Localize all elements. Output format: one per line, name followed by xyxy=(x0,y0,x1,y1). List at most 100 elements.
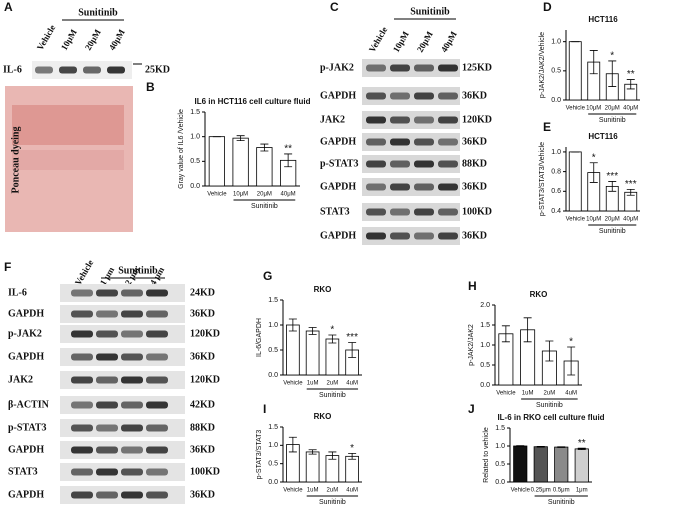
chart-title: RKO xyxy=(530,290,548,299)
band xyxy=(146,310,168,318)
band xyxy=(390,232,410,240)
band xyxy=(71,330,93,338)
y-tick-label: 1.5 xyxy=(268,424,278,431)
y-tick-label: 0.0 xyxy=(190,183,200,190)
band xyxy=(71,401,93,409)
error-bar xyxy=(328,334,337,344)
y-tick-label: 1.0 xyxy=(551,39,561,46)
x-tick-label: 2uM xyxy=(544,391,556,397)
blot-strip xyxy=(32,61,132,79)
size-label: 42KD xyxy=(190,399,215,410)
size-label: 100KD xyxy=(190,466,220,477)
band xyxy=(438,232,458,240)
x-tick-label: 1uM xyxy=(307,381,319,387)
row-label: GAPDH xyxy=(8,489,44,500)
band xyxy=(390,183,410,191)
band xyxy=(121,353,143,361)
row-label: STAT3 xyxy=(8,466,38,477)
western-blot: Sunitinib Vehicle 10μM 20μM 40μM IL-6 25KD xyxy=(3,7,170,79)
bar xyxy=(256,147,273,187)
bar xyxy=(345,455,359,483)
band xyxy=(121,376,143,384)
band xyxy=(121,491,143,499)
group-label: Sunitinib xyxy=(319,499,346,506)
band xyxy=(121,330,143,338)
row-label: GAPDH xyxy=(8,308,44,319)
row-label: GAPDH xyxy=(320,181,356,192)
x-tick-label: Vehicle xyxy=(511,488,531,494)
significance: ** xyxy=(627,69,635,80)
bar xyxy=(325,338,340,376)
band xyxy=(146,491,168,499)
size-label: 36KD xyxy=(190,489,215,500)
lane-label: 40μM xyxy=(107,27,127,52)
band xyxy=(121,401,143,409)
band xyxy=(96,491,118,499)
lane-label: Vehicle xyxy=(73,258,95,287)
band xyxy=(107,66,125,74)
band xyxy=(146,353,168,361)
x-tick-label: Vehicle xyxy=(566,106,586,112)
x-tick-label: 10μM xyxy=(586,106,601,112)
size-label: 25KD xyxy=(145,64,170,75)
y-tick-label: 0.5 xyxy=(480,362,490,369)
band xyxy=(96,289,118,297)
blot-strip xyxy=(362,178,460,196)
panel-letter: B xyxy=(146,80,155,94)
row-label: p-JAK2 xyxy=(320,62,354,73)
size-label: 120KD xyxy=(190,328,220,339)
band xyxy=(366,160,386,168)
significance: * xyxy=(610,51,614,62)
bar xyxy=(513,445,528,483)
error-bar xyxy=(523,317,532,343)
row-label: β-ACTIN xyxy=(8,399,50,410)
error-bar xyxy=(348,453,357,460)
band xyxy=(414,232,434,240)
y-tick-label: 0.0 xyxy=(495,479,505,486)
band xyxy=(71,289,93,297)
y-tick-label: 1.0 xyxy=(268,442,278,449)
lane-label: 40μM xyxy=(439,29,459,54)
x-tick-label: 40μM xyxy=(623,217,638,223)
treatment-label: Sunitinib xyxy=(78,7,118,18)
band xyxy=(71,424,93,432)
panel-letter: A xyxy=(4,0,13,14)
size-label: 120KD xyxy=(462,114,492,125)
treatment-label: Sunitinib xyxy=(410,6,450,17)
x-tick-label: 1uM xyxy=(307,488,319,494)
blot-strip xyxy=(362,111,460,129)
y-tick-label: 0.0 xyxy=(268,479,278,486)
band xyxy=(366,208,386,216)
band xyxy=(438,183,458,191)
band xyxy=(366,64,386,72)
lane-label: Vehicle xyxy=(367,25,389,54)
ponceau-gel xyxy=(5,86,133,232)
band xyxy=(438,92,458,100)
y-tick-label: 0.5 xyxy=(268,347,278,354)
band xyxy=(71,491,93,499)
band xyxy=(146,424,168,432)
band xyxy=(83,66,101,74)
error-bar xyxy=(536,445,545,448)
y-tick-label: 0.0 xyxy=(551,97,561,104)
significance: * xyxy=(569,337,573,348)
lane-label: 20μM xyxy=(415,29,435,54)
y-axis-label: p-JAK2/JAK2 xyxy=(468,324,475,366)
band xyxy=(390,160,410,168)
gel-smear xyxy=(12,105,124,145)
x-tick-label: Vehicle xyxy=(496,391,516,397)
y-axis-label: Gray value of IL6 /Vehicle xyxy=(178,109,185,189)
band xyxy=(96,446,118,454)
x-tick-label: 0.5μm xyxy=(553,488,570,494)
band xyxy=(366,183,386,191)
row-label: GAPDH xyxy=(320,136,356,147)
bar xyxy=(533,446,548,483)
x-tick-label: 0.25μm xyxy=(531,488,551,494)
row-label: p-STAT3 xyxy=(8,422,47,433)
band xyxy=(438,208,458,216)
western-blot: Sunitinib Vehicle 10μM 20μM 40μM p-JAK2 125KD G… xyxy=(320,6,492,245)
bar xyxy=(574,448,589,483)
error-bar xyxy=(545,340,554,362)
